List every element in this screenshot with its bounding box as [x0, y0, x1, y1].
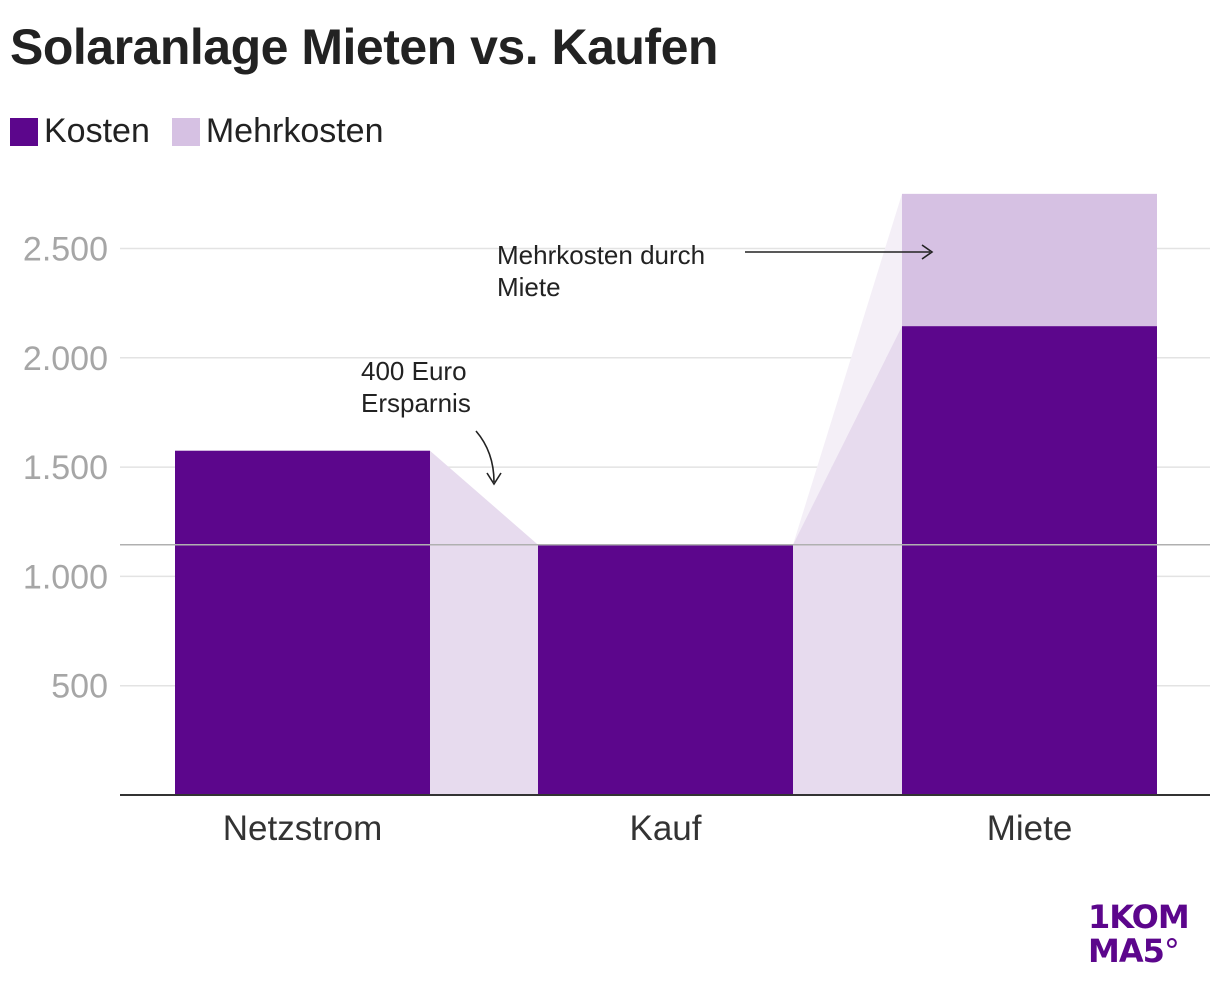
- bar-kosten-netzstrom: [175, 450, 430, 795]
- brand-logo: 1KOM MA5°: [1088, 900, 1202, 972]
- logo-line-1: 1KOM: [1088, 898, 1190, 936]
- annotation-rent-arrowhead: [921, 244, 934, 260]
- legend: Kosten Mehrkosten: [10, 112, 406, 151]
- bar-kosten-miete: [902, 326, 1157, 795]
- x-tick-label: Miete: [987, 809, 1073, 848]
- legend-label-mehrkosten: Mehrkosten: [205, 112, 384, 150]
- y-tick-label: 500: [51, 668, 108, 706]
- legend-label-kosten: Kosten: [44, 112, 150, 150]
- legend-item-kosten: Kosten: [10, 112, 150, 151]
- bar-kosten-kauf: [538, 544, 793, 795]
- bar-chart: 500 1.000 1.500 2.000 2.500 Netzstrom Kauf Miet…: [23, 193, 1210, 848]
- logo-line-2: MA5: [1088, 932, 1165, 970]
- connector-kauf-miete: [793, 326, 902, 795]
- y-tick-label: 1.500: [23, 449, 108, 487]
- legend-item-mehrkosten: Mehrkosten: [171, 112, 384, 151]
- y-tick-label: 1.000: [23, 558, 108, 596]
- annotation-savings-line-1: 400 Euro: [361, 356, 467, 386]
- x-tick-label: Netzstrom: [223, 809, 382, 848]
- annotation-savings-arrowhead: [486, 472, 502, 486]
- annotation-rent-line-2: Miete: [497, 272, 561, 302]
- connector-kauf-miete-upper: [793, 193, 902, 545]
- bar-mehrkosten-miete: [902, 193, 1157, 327]
- connector-netzstrom-kauf: [430, 450, 538, 795]
- logo-degree: °: [1163, 932, 1180, 970]
- annotation-savings-line-2: Ersparnis: [361, 388, 471, 418]
- chart-title: Solaranlage Mieten vs. Kaufen: [10, 19, 718, 75]
- y-tick-label: 2.500: [23, 231, 108, 269]
- legend-swatch-kosten: [10, 117, 38, 146]
- y-tick-label: 2.000: [23, 340, 108, 378]
- x-tick-label: Kauf: [630, 809, 702, 848]
- annotation-savings-arrow: [475, 430, 495, 483]
- legend-swatch-mehrkosten: [171, 117, 200, 146]
- annotation-rent-line-1: Mehrkosten durch: [497, 240, 705, 270]
